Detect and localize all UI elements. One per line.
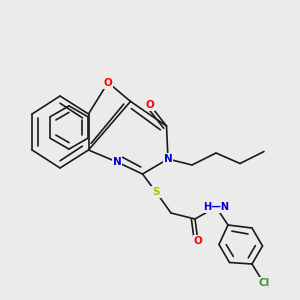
Text: O: O <box>103 77 112 88</box>
Text: S: S <box>152 187 160 197</box>
Text: N: N <box>112 157 122 167</box>
Text: O: O <box>194 236 202 247</box>
Text: O: O <box>146 100 154 110</box>
Text: N: N <box>164 154 172 164</box>
Text: H—N: H—N <box>203 202 229 212</box>
Text: Cl: Cl <box>258 278 270 289</box>
